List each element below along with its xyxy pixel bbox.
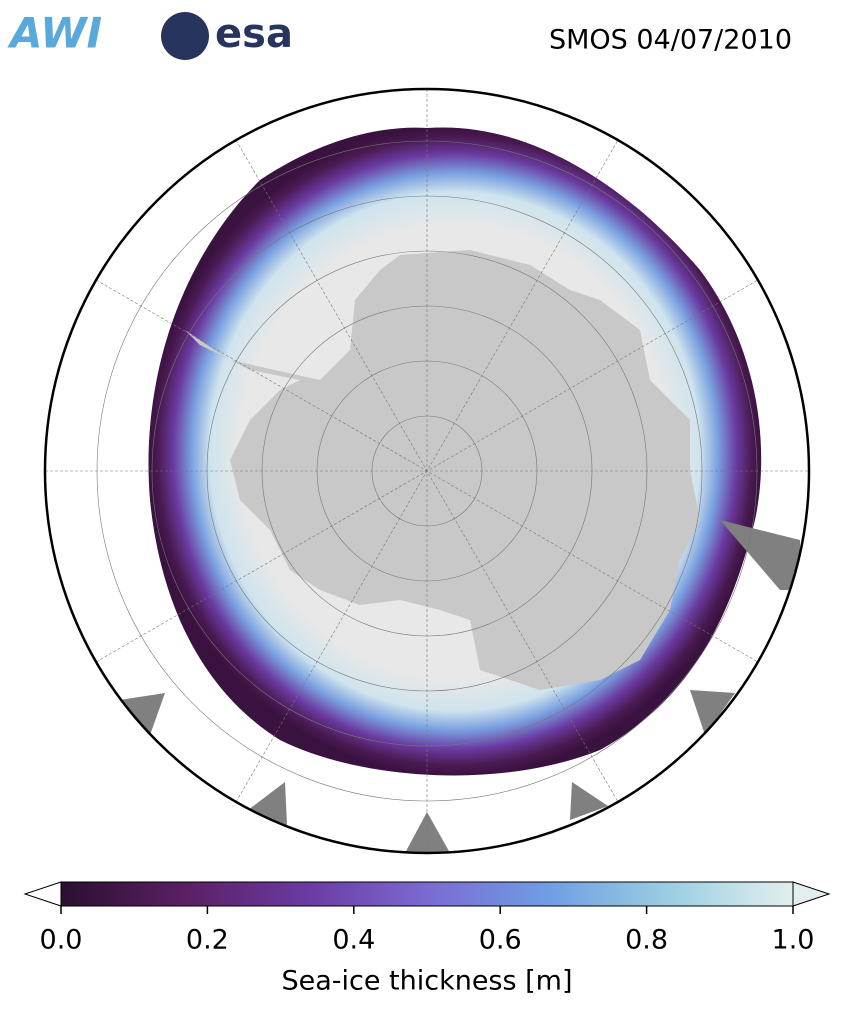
colorbar-label: Sea-ice thickness [m]: [281, 966, 572, 997]
colorbar-tick-label: 0.8: [625, 925, 668, 956]
map-frame: [43, 87, 811, 855]
antarctica: [185, 250, 700, 690]
esa-emblem: [161, 12, 209, 60]
map: [45, 89, 809, 853]
colorbar-tick-label: 1.0: [772, 925, 815, 956]
map-title: SMOS 04/07/2010: [549, 25, 792, 56]
colorbar: [60, 881, 794, 907]
awi-logo: AWI: [7, 9, 102, 58]
colorbar-extend-high: [792, 881, 831, 907]
colorbar-tick-label: 0.0: [40, 925, 83, 956]
colorbar-tick-label: 0.4: [332, 925, 375, 956]
esa-logo: esa: [215, 11, 293, 57]
graticule: [45, 89, 809, 853]
colorbar-extend-low: [23, 881, 62, 907]
colorbar-tick-label: 0.6: [479, 925, 522, 956]
land: [120, 520, 800, 853]
colorbar-tick-label: 0.2: [186, 925, 229, 956]
